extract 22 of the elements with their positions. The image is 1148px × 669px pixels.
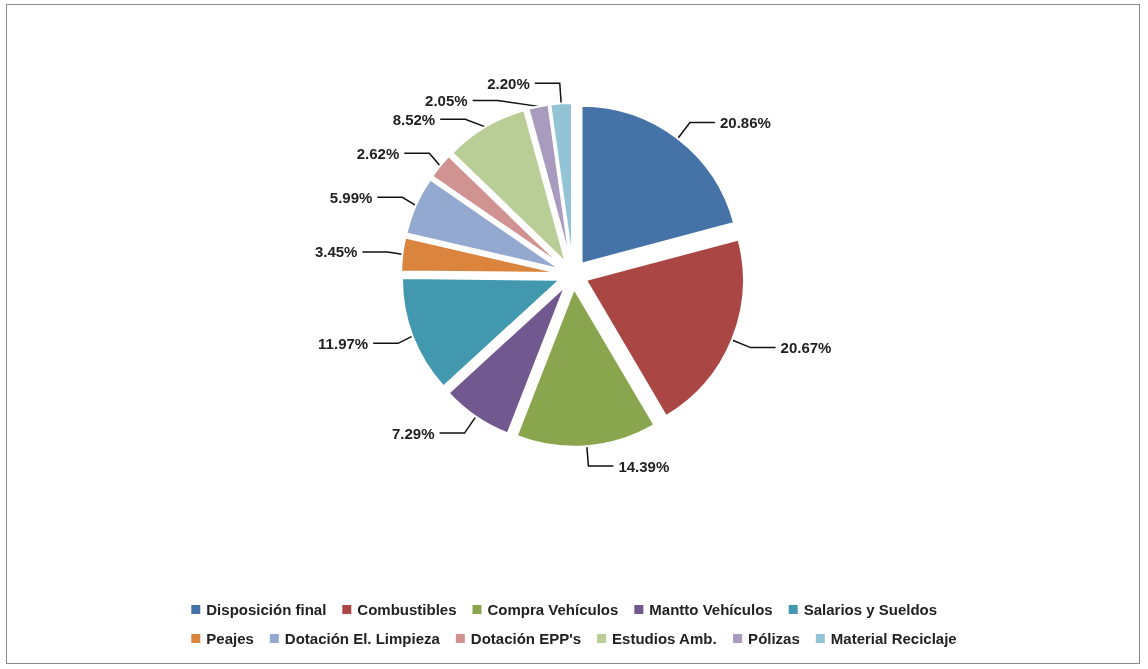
data-label: 14.39% xyxy=(618,457,670,475)
legend-label: Estudios Amb. xyxy=(612,630,717,647)
legend-label: Material Reciclaje xyxy=(830,630,957,647)
data-label: 8.52% xyxy=(392,110,436,128)
data-label: 3.45% xyxy=(314,243,358,261)
legend-label: Pólizas xyxy=(748,630,800,647)
legend-label: Salarios y Sueldos xyxy=(803,601,938,618)
legend-label: Combustibles xyxy=(357,601,457,618)
data-label: 2.05% xyxy=(425,92,468,110)
data-label: 2.20% xyxy=(487,74,530,92)
legend-label: Dotación El. Limpieza xyxy=(284,630,441,647)
legend-label: Peajes xyxy=(206,630,254,647)
data-label: 7.29% xyxy=(391,424,435,442)
data-label: 5.99% xyxy=(329,188,373,206)
data-label: 20.67% xyxy=(780,339,832,357)
data-label: 2.62% xyxy=(356,144,400,162)
legend-label: Disposición final xyxy=(206,601,327,618)
legend-label: Mantto Vehículos xyxy=(649,601,773,618)
data-label: 11.97% xyxy=(318,334,369,352)
legend-label: Compra Vehículos xyxy=(487,601,619,618)
data-label: 20.86% xyxy=(719,114,771,132)
legend-label: Dotación EPP's xyxy=(470,630,582,647)
